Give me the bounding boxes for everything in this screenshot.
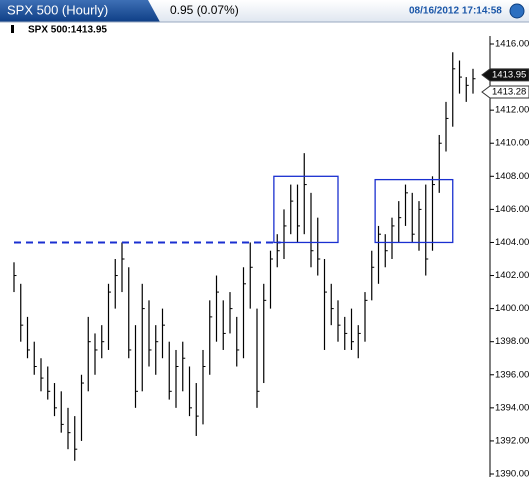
header-tab xyxy=(0,0,160,22)
globe-icon[interactable] xyxy=(509,3,525,19)
y-tick-label: 1412.00 xyxy=(495,105,529,116)
y-tick-label: 1398.00 xyxy=(495,336,529,347)
header-change: 0.95 (0.07%) xyxy=(170,3,239,17)
y-tick-label: 1390.00 xyxy=(495,469,529,477)
y-tick-label: 1416.00 xyxy=(495,39,529,50)
y-tick-label: 1402.00 xyxy=(495,270,529,281)
y-tick-label: 1396.00 xyxy=(495,369,529,380)
header-title: SPX 500 (Hourly) xyxy=(7,2,108,17)
chart-label: SPX 500:1413.95 xyxy=(28,25,107,36)
y-tick-label: 1406.00 xyxy=(495,204,529,215)
price-tag xyxy=(481,68,529,82)
price-tag-label: 1413.95 xyxy=(492,69,526,80)
y-tick-label: 1400.00 xyxy=(495,303,529,314)
price-tag-label: 1413.28 xyxy=(492,87,526,98)
cursor-icon xyxy=(11,25,14,33)
y-tick-label: 1394.00 xyxy=(495,402,529,413)
y-tick-label: 1392.00 xyxy=(495,435,529,446)
y-tick-label: 1404.00 xyxy=(495,237,529,248)
y-tick-label: 1410.00 xyxy=(495,138,529,149)
annotation-box xyxy=(273,175,339,244)
price-tag xyxy=(481,85,529,99)
y-tick-label: 1408.00 xyxy=(495,171,529,182)
header-timestamp: 08/16/2012 17:14:58 xyxy=(409,6,502,17)
annotation-box xyxy=(374,178,454,244)
